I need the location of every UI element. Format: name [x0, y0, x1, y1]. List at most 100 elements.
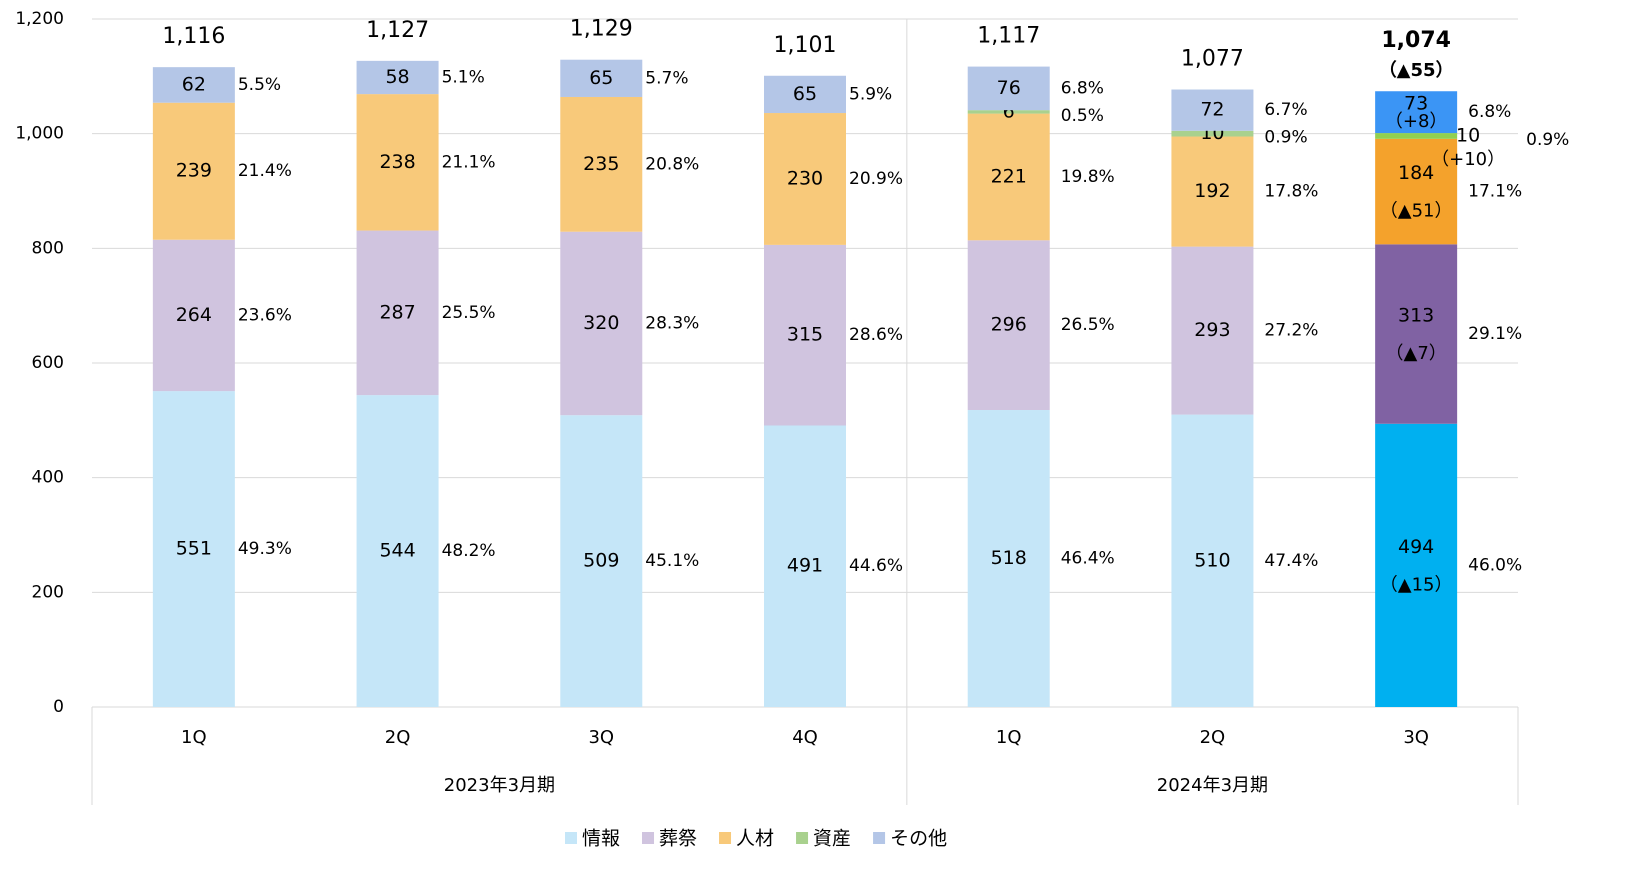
bar-segment	[1171, 136, 1254, 247]
share-label: 0.9%	[1264, 128, 1307, 148]
bar-segment	[560, 59, 643, 97]
bar-segment	[1171, 89, 1254, 131]
segment-label: 65	[793, 83, 817, 105]
bar-segment	[967, 240, 1050, 411]
segment-label: 494	[1398, 536, 1434, 558]
segment-label: 76	[997, 77, 1021, 99]
share-label: 5.9%	[849, 84, 892, 104]
y-tick-label: 600	[32, 353, 64, 373]
segment-label: 509	[583, 550, 619, 572]
segment-label: 544	[379, 540, 415, 562]
bar-segment	[967, 410, 1050, 707]
segment-label: 491	[787, 555, 823, 577]
bar-segment	[764, 75, 846, 114]
change-label: （▲7）	[1385, 343, 1446, 364]
share-label: 0.9%	[1526, 130, 1569, 150]
legend-label: 資産	[813, 828, 851, 850]
share-label: 21.4%	[238, 161, 292, 181]
bar-segment	[560, 415, 643, 707]
change-label: （▲51）	[1380, 201, 1453, 222]
share-label: 29.1%	[1468, 324, 1522, 344]
segment-label: 65	[589, 67, 613, 89]
x-tick-label: 2Q	[385, 727, 411, 748]
bar-segment	[1375, 133, 1458, 139]
group-label: 2024年3月期	[1157, 775, 1268, 796]
total-label: 1,116	[162, 24, 225, 49]
share-label: 25.5%	[442, 303, 496, 323]
share-label: 23.6%	[238, 305, 292, 325]
segment-label: 239	[176, 160, 212, 182]
bar-segment	[764, 244, 846, 426]
change-label: （▲15）	[1380, 574, 1453, 595]
share-label: 0.5%	[1061, 106, 1104, 126]
bar-segment	[1375, 91, 1458, 134]
legend-swatch	[873, 832, 886, 844]
share-label: 20.9%	[849, 169, 903, 189]
share-label: 47.4%	[1264, 551, 1318, 571]
segment-label: 518	[991, 547, 1027, 569]
y-tick-label: 0	[53, 697, 64, 717]
bar-segment	[1171, 246, 1254, 415]
x-tick-label: 2Q	[1200, 727, 1226, 748]
bar-segment	[356, 395, 439, 707]
share-label: 28.3%	[645, 313, 699, 333]
segment-label: 287	[379, 301, 415, 323]
group-label: 2023年3月期	[444, 775, 555, 796]
share-label: 45.1%	[645, 551, 699, 571]
share-label: 19.8%	[1061, 167, 1115, 187]
share-label: 20.8%	[645, 154, 699, 174]
change-label: （+10）	[1431, 149, 1505, 170]
bar-segment	[967, 66, 1050, 111]
share-label: 46.0%	[1468, 555, 1522, 575]
segment-label: 184	[1398, 162, 1434, 184]
segment-label: 293	[1194, 319, 1230, 341]
segment-label: 72	[1200, 99, 1224, 121]
bar-segment	[152, 239, 235, 392]
share-label: 46.4%	[1061, 549, 1115, 569]
share-label: 48.2%	[442, 541, 496, 561]
bar-segment	[356, 94, 439, 231]
total-label: 1,101	[774, 33, 837, 58]
segment-label: 315	[787, 324, 823, 346]
segment-label: 192	[1194, 180, 1230, 202]
bar-segment	[1171, 130, 1254, 137]
bar-segment	[1375, 244, 1458, 424]
bar-segment	[356, 230, 439, 396]
x-tick-label: 1Q	[181, 727, 207, 748]
share-label: 5.7%	[645, 68, 688, 88]
share-label: 49.3%	[238, 539, 292, 559]
segment-label: 62	[182, 73, 206, 95]
legend-label: 人材	[736, 828, 774, 850]
segment-label: 264	[176, 304, 212, 326]
segment-label: 551	[176, 538, 212, 560]
share-label: 6.8%	[1061, 78, 1104, 98]
segment-label: 235	[583, 153, 619, 175]
change-label: （+8）	[1385, 111, 1448, 132]
bar-segment	[152, 102, 235, 240]
segment-label: 230	[787, 167, 823, 189]
y-tick-label: 1,000	[15, 124, 64, 144]
x-tick-label: 3Q	[1403, 727, 1429, 748]
total-label: 1,074	[1381, 28, 1451, 53]
y-tick-label: 200	[32, 582, 64, 602]
bar-segment	[967, 110, 1050, 114]
bar-segment	[1171, 414, 1254, 707]
share-label: 44.6%	[849, 556, 903, 576]
total-label: 1,129	[570, 17, 633, 42]
legend-swatch	[796, 832, 809, 844]
legend-swatch	[642, 832, 655, 844]
y-tick-label: 400	[32, 468, 64, 488]
legend-swatch	[719, 832, 732, 844]
total-label: 1,117	[977, 24, 1040, 49]
total-label: 1,127	[366, 18, 429, 43]
share-label: 26.5%	[1061, 315, 1115, 335]
bar-segment	[152, 67, 235, 103]
total-change-label: （▲55）	[1379, 60, 1454, 81]
share-label: 5.5%	[238, 75, 281, 95]
segment-label: 320	[583, 312, 619, 334]
bar-segment	[152, 391, 235, 707]
segment-label: 296	[991, 314, 1027, 336]
y-tick-label: 1,200	[15, 9, 64, 29]
bar-segment	[1375, 138, 1458, 245]
